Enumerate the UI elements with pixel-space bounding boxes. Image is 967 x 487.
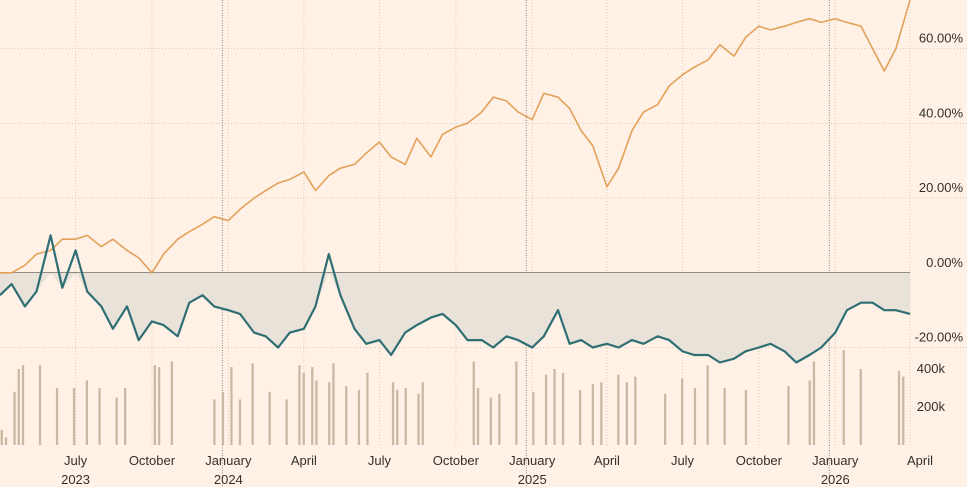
volume-bar [38, 365, 42, 445]
x-tick-label: July [64, 453, 88, 468]
volume-bar [693, 388, 697, 445]
y-tick-label: 0.00% [926, 255, 963, 270]
volume-tick-label: 400k [917, 361, 946, 376]
volume-bar [357, 389, 361, 445]
x-tick-label: January [509, 453, 556, 468]
volume-bar [268, 391, 271, 445]
volume-axis-labels: 400k 200k [917, 361, 946, 414]
volume-tick-label: 200k [917, 399, 946, 414]
series-line-gold [0, 0, 911, 274]
volume-bar [664, 393, 667, 445]
volume-bar [706, 365, 709, 445]
volume-bar [328, 382, 331, 445]
x-tick-label: October [433, 453, 480, 468]
volume-bar [21, 365, 25, 445]
x-axis-labels: July 2023 October January 2024 April July Octob… [61, 453, 933, 487]
volume-bar [302, 372, 305, 445]
volume-bar [115, 397, 118, 445]
x-tick-label: July [368, 453, 392, 468]
x-tick-label: April [594, 453, 620, 468]
volume-bar [617, 374, 620, 445]
volume-bar [298, 365, 301, 445]
y-tick-label: 60.00% [919, 31, 964, 46]
x-tick-label: January [205, 453, 252, 468]
volume-bar [808, 380, 811, 445]
volume-bar [72, 388, 76, 445]
series-lines [0, 0, 911, 364]
volume-bar [153, 365, 156, 445]
volume-bar [332, 363, 335, 445]
volume-bar [625, 382, 628, 445]
volume-bar [561, 372, 565, 445]
volume-bars [0, 350, 905, 445]
volume-bar [85, 380, 88, 445]
x-tick-label: October [736, 453, 783, 468]
volume-bar [55, 388, 59, 445]
volume-bar [421, 382, 424, 445]
volume-bar [476, 388, 480, 445]
volume-bar [366, 372, 369, 445]
negative-area [0, 272, 910, 363]
volume-bar [553, 369, 556, 445]
volume-bar [859, 369, 862, 445]
x-tick-year: 2023 [61, 472, 90, 487]
volume-bar [812, 361, 816, 445]
volume-bar [579, 389, 582, 445]
series-line-teal [0, 234, 911, 364]
volume-bar [17, 369, 20, 445]
x-tick-label: April [907, 453, 933, 468]
volume-bar [0, 429, 3, 445]
x-tick-label: April [291, 453, 317, 468]
volume-bar [98, 388, 101, 445]
volume-bar [4, 437, 8, 445]
volume-bar [498, 393, 501, 445]
volume-bar [897, 370, 901, 445]
volume-bar [251, 363, 254, 445]
volume-bar [744, 389, 748, 445]
x-tick-label: October [129, 453, 176, 468]
volume-bar [902, 376, 905, 445]
volume-bar [600, 382, 603, 445]
y-axis-labels: 60.00% 40.00% 20.00% 0.00% -20.00% [915, 31, 964, 345]
volume-bar [396, 389, 399, 445]
volume-bar [489, 397, 492, 445]
volume-bar [391, 382, 395, 445]
x-tick-year: 2026 [821, 472, 850, 487]
y-tick-label: 40.00% [919, 105, 964, 120]
volume-bar [681, 378, 684, 445]
volume-bar [787, 386, 790, 445]
volume-bar [285, 399, 288, 445]
volume-bar [230, 367, 233, 445]
volume-bar [213, 399, 216, 445]
volume-bar [345, 386, 348, 445]
x-tick-year: 2025 [518, 472, 547, 487]
volume-bar [544, 374, 548, 445]
volume-bar [238, 399, 242, 445]
volume-bar [221, 391, 225, 445]
volume-bar [515, 361, 518, 445]
volume-bar [170, 361, 173, 445]
negative-area-fill [0, 272, 910, 363]
volume-bar [417, 393, 420, 445]
x-tick-label: January [812, 453, 859, 468]
volume-bar [532, 391, 535, 445]
volume-bar [124, 388, 127, 445]
y-tick-label: 20.00% [919, 180, 964, 195]
y-tick-label: -20.00% [915, 330, 964, 345]
volume-bar [591, 384, 594, 445]
volume-bar [13, 391, 16, 445]
volume-bar [842, 350, 845, 445]
volume-bar [315, 380, 318, 445]
x-tick-year: 2024 [214, 472, 243, 487]
volume-bar [472, 361, 475, 445]
volume-bar [158, 367, 161, 445]
volume-bar [404, 388, 407, 445]
volume-bar [634, 376, 637, 445]
volume-bar [311, 367, 314, 445]
volume-bar [723, 388, 726, 445]
x-tick-label: July [671, 453, 695, 468]
